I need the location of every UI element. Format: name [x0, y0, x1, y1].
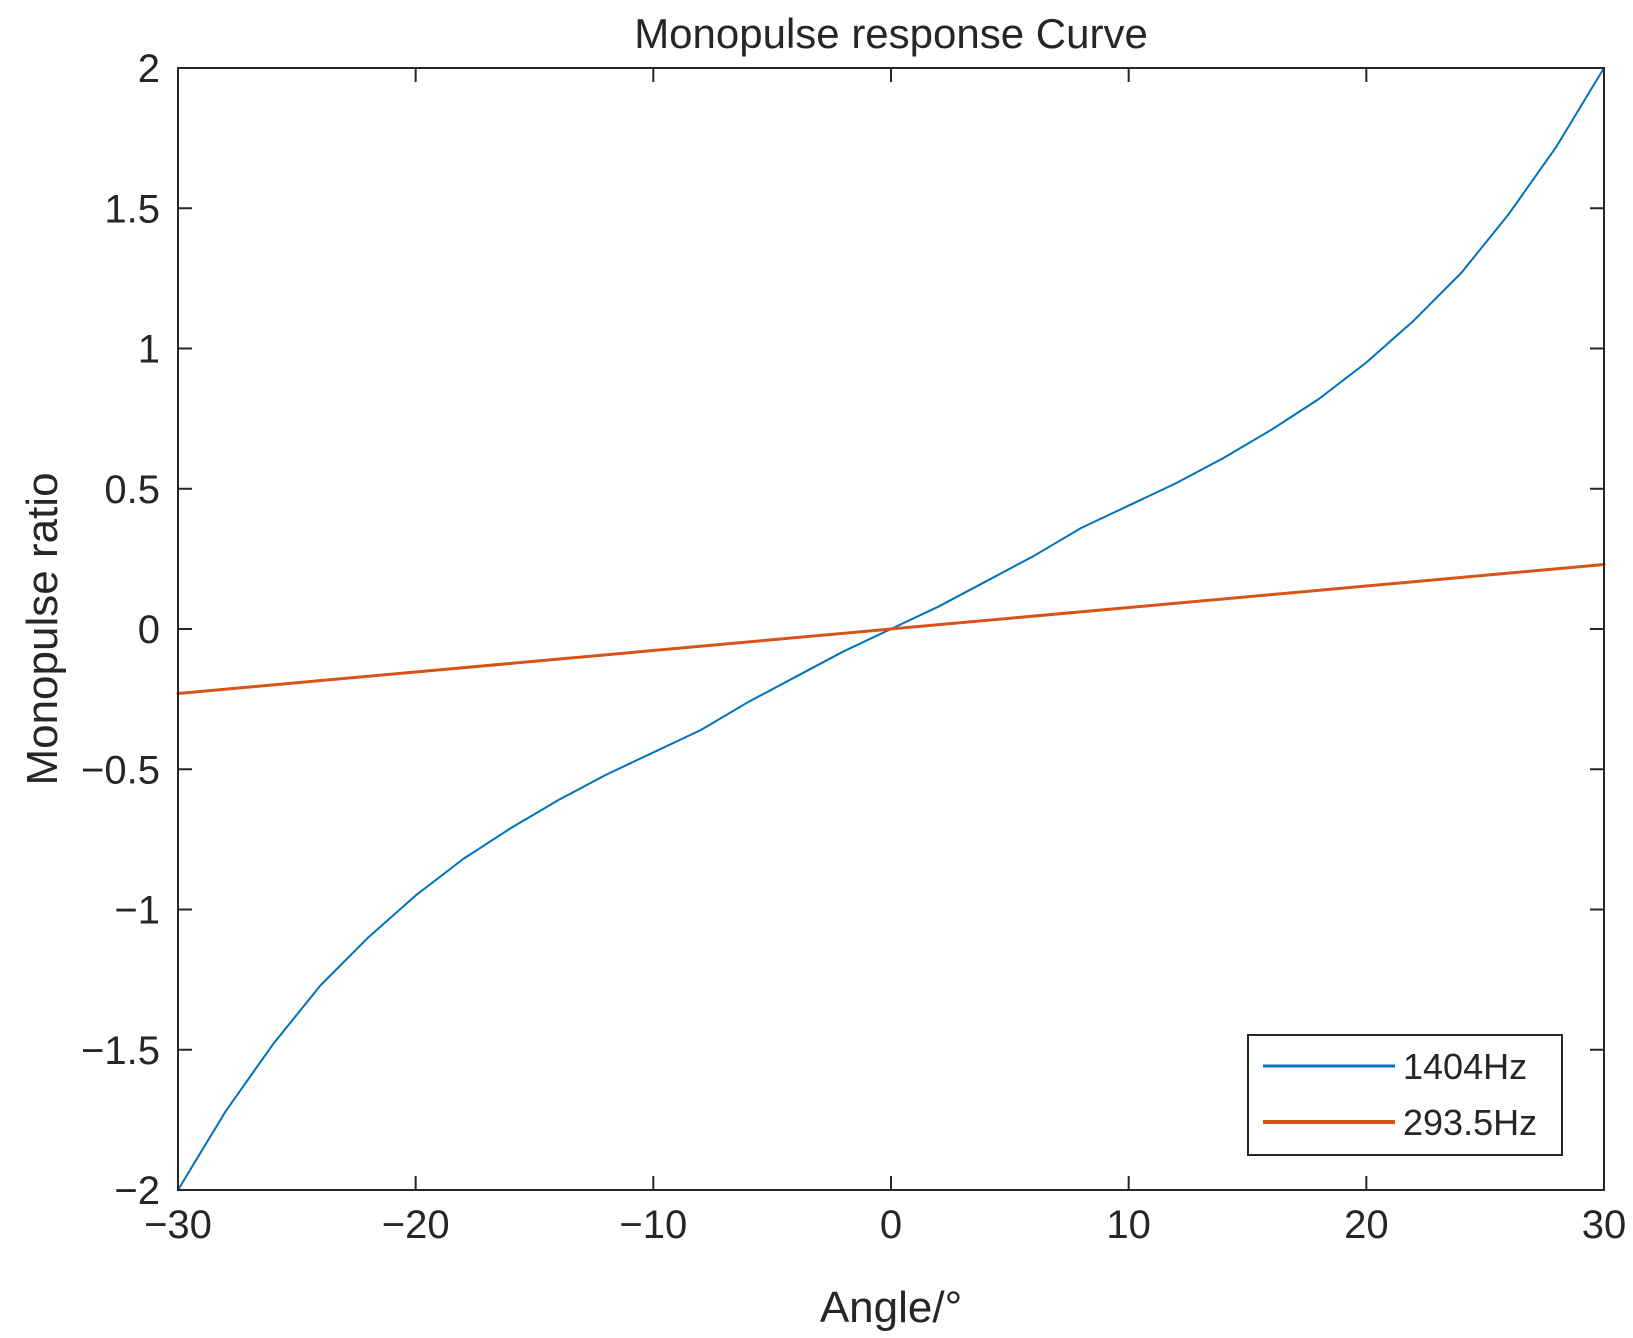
- x-tick-label: 30: [1582, 1203, 1627, 1247]
- legend-label-1404hz: 1404Hz: [1403, 1046, 1527, 1087]
- y-axis-ticks: −2 −1.5 −1 −0.5 0 0.5 1 1.5 2: [81, 47, 1604, 1213]
- plot-box: [177, 67, 1605, 1191]
- series-lines: [176, 67, 1606, 1191]
- x-tick-label: −10: [619, 1203, 687, 1247]
- series-line-293-5hz: [176, 562, 1606, 696]
- x-tick-label: −30: [144, 1203, 212, 1247]
- y-tick-label: 2: [138, 47, 160, 91]
- y-tick-label: 0: [138, 608, 160, 652]
- y-tick-label: −0.5: [81, 748, 160, 792]
- chart-title: Monopulse response Curve: [634, 10, 1148, 57]
- y-tick-label: −1: [114, 889, 160, 933]
- x-tick-label: 10: [1106, 1203, 1151, 1247]
- legend-box: [1247, 1034, 1563, 1156]
- y-axis-label: Monopulse ratio: [18, 472, 67, 785]
- legend: 1404Hz 293.5Hz: [1247, 1034, 1563, 1156]
- x-tick-label: 0: [880, 1203, 902, 1247]
- y-tick-label: 1: [138, 328, 160, 372]
- x-axis-ticks: −30 −20 −10 0 10 20 30: [144, 68, 1626, 1247]
- x-tick-label: −20: [382, 1203, 450, 1247]
- legend-label-293-5hz: 293.5Hz: [1403, 1102, 1537, 1143]
- x-axis-label: Angle/°: [820, 1283, 962, 1332]
- y-tick-label: 0.5: [104, 468, 160, 512]
- x-tick-label: 20: [1344, 1203, 1389, 1247]
- y-tick-label: −1.5: [81, 1029, 160, 1073]
- y-tick-label: −2: [114, 1169, 160, 1213]
- y-tick-label: 1.5: [104, 187, 160, 231]
